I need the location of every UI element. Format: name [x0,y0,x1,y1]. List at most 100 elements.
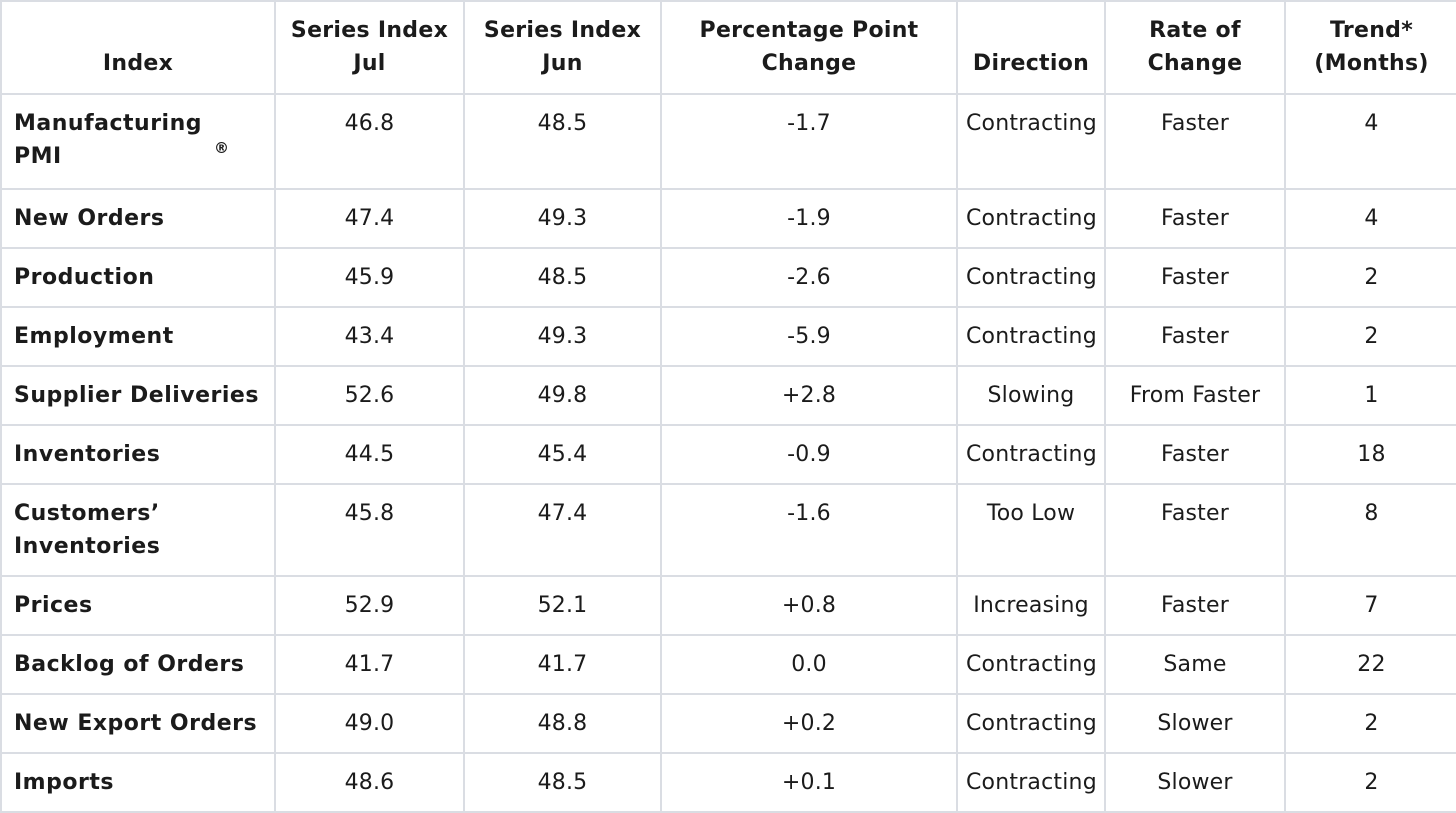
cell-change: +0.8 [660,575,958,636]
table-row: Backlog of Orders 41.7 41.7 0.0 Contract… [0,634,1456,695]
cell-trend: 8 [1284,483,1456,577]
header-trend-months-text: Trend* (Months) [1314,18,1429,76]
cell-change: +2.8 [660,365,958,426]
cell-trend: 2 [1284,693,1456,754]
header-series-index-jun: Series Index Jun [463,0,662,95]
cell-rate: Slower [1104,752,1286,813]
cell-rate: Faster [1104,93,1286,190]
cell-change: +0.1 [660,752,958,813]
cell-trend: 4 [1284,93,1456,190]
row-index-name: New Orders [0,188,276,249]
header-index: Index [0,0,276,95]
cell-direction: Too Low [956,483,1106,577]
row-index-name: Backlog of Orders [0,634,276,695]
cell-direction: Contracting [956,93,1106,190]
header-percentage-point-change-text: Percentage Point Change [699,18,919,76]
cell-jul: 52.9 [274,575,465,636]
cell-change: +0.2 [660,693,958,754]
header-series-index-jun-text: Series Index Jun [483,18,642,76]
cell-trend: 4 [1284,188,1456,249]
cell-jul: 43.4 [274,306,465,367]
table-row: Imports 48.6 48.5 +0.1 Contracting Slowe… [0,752,1456,813]
cell-rate: Slower [1104,693,1286,754]
cell-direction: Contracting [956,634,1106,695]
cell-jun: 47.4 [463,483,662,577]
cell-direction: Contracting [956,424,1106,485]
table-row: Prices 52.9 52.1 +0.8 Increasing Faster … [0,575,1456,636]
index-name-text: Customers’ Inventories [14,501,161,559]
cell-rate: Faster [1104,247,1286,308]
table-row: Manufacturing PMI ® 46.8 48.5 -1.7 Contra… [0,93,1456,190]
table-row: Customers’ Inventories 45.8 47.4 -1.6 To… [0,483,1456,577]
row-index-name: Prices [0,575,276,636]
header-rate-of-change: Rate of Change [1104,0,1286,95]
row-index-name: Customers’ Inventories [0,483,276,577]
cell-jun: 45.4 [463,424,662,485]
table-row: New Export Orders 49.0 48.8 +0.2 Contrac… [0,693,1456,754]
cell-jun: 49.3 [463,306,662,367]
cell-change: 0.0 [660,634,958,695]
row-index-name: New Export Orders [0,693,276,754]
table-row: Production 45.9 48.5 -2.6 Contracting Fa… [0,247,1456,308]
cell-jun: 48.5 [463,752,662,813]
cell-jul: 45.8 [274,483,465,577]
cell-trend: 2 [1284,306,1456,367]
cell-rate: Faster [1104,306,1286,367]
cell-change: -1.9 [660,188,958,249]
cell-jun: 48.5 [463,247,662,308]
cell-rate: Same [1104,634,1286,695]
cell-trend: 2 [1284,752,1456,813]
table-row: Inventories 44.5 45.4 -0.9 Contracting F… [0,424,1456,485]
cell-jun: 52.1 [463,575,662,636]
cell-direction: Contracting [956,693,1106,754]
cell-rate: Faster [1104,188,1286,249]
cell-trend: 22 [1284,634,1456,695]
header-percentage-point-change: Percentage Point Change [660,0,958,95]
cell-change: -5.9 [660,306,958,367]
row-index-name: Employment [0,306,276,367]
cell-jun: 49.8 [463,365,662,426]
cell-direction: Contracting [956,247,1106,308]
table-header-row: Index Series Index Jul Series Index Jun … [0,0,1456,95]
cell-direction: Contracting [956,306,1106,367]
row-index-name: Imports [0,752,276,813]
registered-mark: ® [214,138,230,157]
header-series-index-jul-text: Series Index Jul [290,18,449,76]
cell-jun: 48.5 [463,93,662,190]
cell-jul: 41.7 [274,634,465,695]
table-row: New Orders 47.4 49.3 -1.9 Contracting Fa… [0,188,1456,249]
cell-jul: 49.0 [274,693,465,754]
cell-rate: Faster [1104,483,1286,577]
cell-trend: 7 [1284,575,1456,636]
cell-jun: 41.7 [463,634,662,695]
cell-direction: Contracting [956,752,1106,813]
cell-change: -2.6 [660,247,958,308]
cell-change: -1.6 [660,483,958,577]
index-name-text: Manufacturing PMI [14,111,202,169]
header-direction: Direction [956,0,1106,95]
cell-trend: 1 [1284,365,1456,426]
cell-direction: Contracting [956,188,1106,249]
row-index-name: Production [0,247,276,308]
cell-jun: 48.8 [463,693,662,754]
row-index-name: Inventories [0,424,276,485]
cell-jul: 46.8 [274,93,465,190]
cell-trend: 2 [1284,247,1456,308]
row-index-name: Manufacturing PMI ® [0,93,276,190]
row-index-name: Supplier Deliveries [0,365,276,426]
header-trend-months: Trend* (Months) [1284,0,1456,95]
table-row: Supplier Deliveries 52.6 49.8 +2.8 Slowi… [0,365,1456,426]
cell-rate: Faster [1104,424,1286,485]
cell-jun: 49.3 [463,188,662,249]
cell-direction: Increasing [956,575,1106,636]
cell-rate: Faster [1104,575,1286,636]
header-rate-of-change-text: Rate of Change [1147,18,1243,76]
cell-jul: 48.6 [274,752,465,813]
cell-jul: 52.6 [274,365,465,426]
cell-jul: 47.4 [274,188,465,249]
cell-direction: Slowing [956,365,1106,426]
cell-trend: 18 [1284,424,1456,485]
cell-change: -0.9 [660,424,958,485]
cell-jul: 45.9 [274,247,465,308]
